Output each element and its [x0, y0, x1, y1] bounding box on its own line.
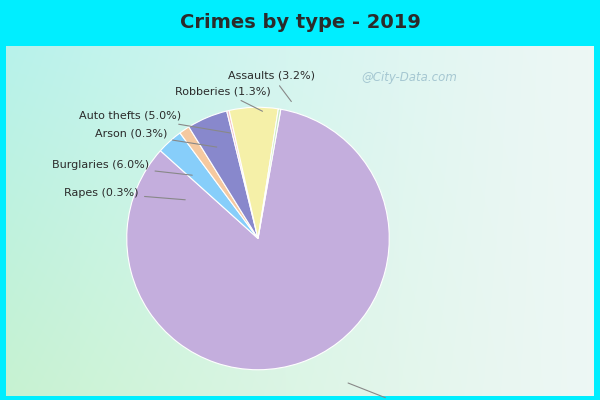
Text: Auto thefts (5.0%): Auto thefts (5.0%) — [79, 111, 231, 133]
Wedge shape — [227, 110, 258, 238]
Text: Assaults (3.2%): Assaults (3.2%) — [229, 71, 316, 102]
Wedge shape — [189, 111, 258, 238]
Text: Thefts (83.8%): Thefts (83.8%) — [348, 383, 449, 400]
Wedge shape — [180, 127, 258, 238]
Text: Rapes (0.3%): Rapes (0.3%) — [65, 188, 185, 200]
Wedge shape — [258, 109, 281, 238]
Wedge shape — [229, 107, 278, 238]
Text: Arson (0.3%): Arson (0.3%) — [95, 128, 217, 147]
Text: Crimes by type - 2019: Crimes by type - 2019 — [179, 14, 421, 32]
Wedge shape — [160, 133, 258, 238]
Text: Burglaries (6.0%): Burglaries (6.0%) — [52, 160, 192, 175]
Text: @City-Data.com: @City-Data.com — [362, 70, 458, 84]
Wedge shape — [127, 109, 389, 370]
Text: Robberies (1.3%): Robberies (1.3%) — [175, 86, 271, 111]
